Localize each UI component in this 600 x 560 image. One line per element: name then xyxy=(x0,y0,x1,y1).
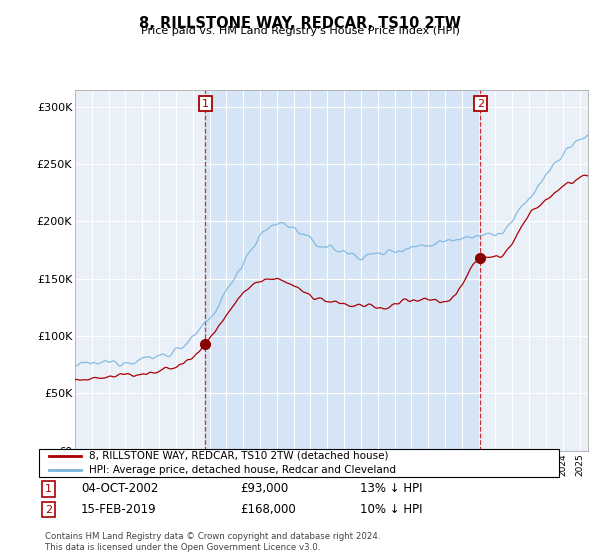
FancyBboxPatch shape xyxy=(38,449,559,477)
Text: £168,000: £168,000 xyxy=(240,503,296,516)
Bar xyxy=(205,90,481,451)
Text: 04-OCT-2002: 04-OCT-2002 xyxy=(81,482,158,496)
Text: Price paid vs. HM Land Registry's House Price Index (HPI): Price paid vs. HM Land Registry's House … xyxy=(140,26,460,36)
Text: 1: 1 xyxy=(45,484,52,494)
Text: 2: 2 xyxy=(45,505,52,515)
Text: 1: 1 xyxy=(202,99,209,109)
Text: HPI: Average price, detached house, Redcar and Cleveland: HPI: Average price, detached house, Redc… xyxy=(89,465,396,474)
Text: 2: 2 xyxy=(477,99,484,109)
Text: 8, RILLSTONE WAY, REDCAR, TS10 2TW (detached house): 8, RILLSTONE WAY, REDCAR, TS10 2TW (deta… xyxy=(89,451,388,460)
Text: 10% ↓ HPI: 10% ↓ HPI xyxy=(360,503,422,516)
Text: 13% ↓ HPI: 13% ↓ HPI xyxy=(360,482,422,496)
Text: 8, RILLSTONE WAY, REDCAR, TS10 2TW: 8, RILLSTONE WAY, REDCAR, TS10 2TW xyxy=(139,16,461,31)
Text: 15-FEB-2019: 15-FEB-2019 xyxy=(81,503,157,516)
Text: Contains HM Land Registry data © Crown copyright and database right 2024.
This d: Contains HM Land Registry data © Crown c… xyxy=(45,532,380,552)
Text: £93,000: £93,000 xyxy=(240,482,288,496)
